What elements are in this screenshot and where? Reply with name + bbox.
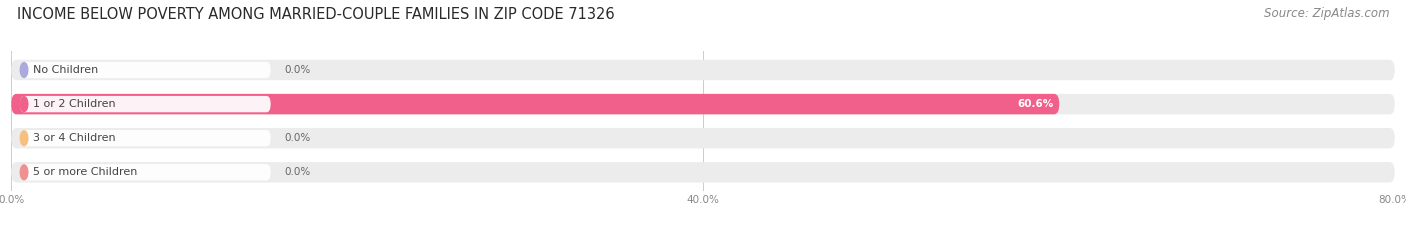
Text: 0.0%: 0.0% xyxy=(284,133,311,143)
FancyBboxPatch shape xyxy=(20,130,271,146)
Text: 0.0%: 0.0% xyxy=(284,65,311,75)
Circle shape xyxy=(20,165,28,180)
Text: 0.0%: 0.0% xyxy=(284,167,311,177)
Text: Source: ZipAtlas.com: Source: ZipAtlas.com xyxy=(1264,7,1389,20)
FancyBboxPatch shape xyxy=(20,164,271,181)
Circle shape xyxy=(20,131,28,146)
FancyBboxPatch shape xyxy=(11,94,1395,114)
FancyBboxPatch shape xyxy=(11,162,1395,182)
Circle shape xyxy=(20,97,28,112)
FancyBboxPatch shape xyxy=(11,128,1395,148)
FancyBboxPatch shape xyxy=(11,94,1059,114)
Text: INCOME BELOW POVERTY AMONG MARRIED-COUPLE FAMILIES IN ZIP CODE 71326: INCOME BELOW POVERTY AMONG MARRIED-COUPL… xyxy=(17,7,614,22)
Text: 3 or 4 Children: 3 or 4 Children xyxy=(34,133,117,143)
Text: 60.6%: 60.6% xyxy=(1018,99,1054,109)
Text: No Children: No Children xyxy=(34,65,98,75)
Text: 5 or more Children: 5 or more Children xyxy=(34,167,138,177)
FancyBboxPatch shape xyxy=(20,62,271,78)
Circle shape xyxy=(20,63,28,77)
FancyBboxPatch shape xyxy=(11,60,1395,80)
Text: 1 or 2 Children: 1 or 2 Children xyxy=(34,99,117,109)
FancyBboxPatch shape xyxy=(20,96,271,112)
